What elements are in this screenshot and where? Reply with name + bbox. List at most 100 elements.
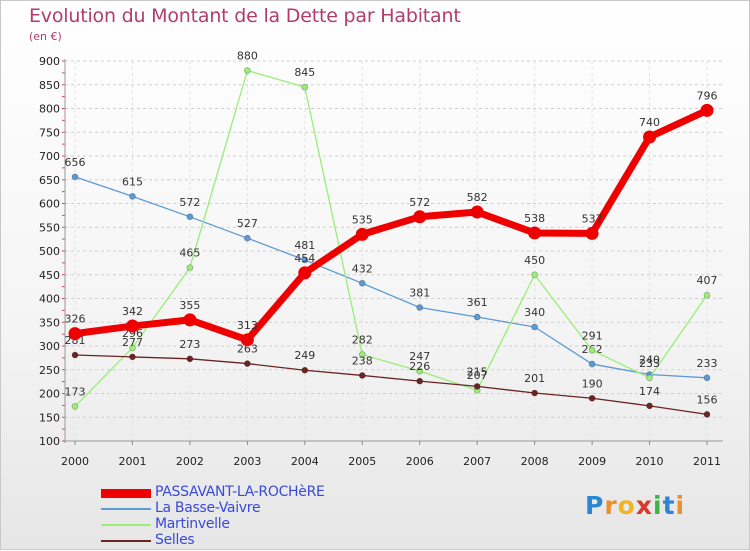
y-tick-label: 400	[39, 293, 60, 306]
data-label: 537	[582, 212, 603, 225]
y-tick-label: 900	[39, 55, 60, 68]
data-point	[416, 377, 424, 385]
data-label: 432	[352, 262, 373, 275]
data-point	[646, 374, 653, 382]
data-label: 226	[409, 360, 430, 373]
data-point	[473, 313, 481, 321]
data-point	[473, 383, 481, 390]
x-tick-label: 2004	[291, 455, 319, 468]
brand-logo: Proxiti	[585, 491, 685, 520]
x-tick-label: 2007	[463, 455, 491, 468]
data-label: 247	[409, 350, 430, 363]
data-point	[531, 389, 538, 397]
data-label: 340	[524, 306, 545, 319]
brand-letter: t	[662, 491, 676, 520]
unit-label: (en €)	[29, 30, 62, 43]
data-point	[588, 394, 596, 402]
data-label: 342	[122, 305, 143, 318]
data-point	[643, 130, 657, 144]
series-line	[74, 69, 708, 407]
data-label: 355	[179, 299, 200, 312]
y-tick-label: 800	[39, 103, 60, 116]
data-point	[413, 210, 427, 224]
data-point	[301, 83, 309, 91]
data-point	[358, 279, 366, 287]
data-point	[186, 213, 194, 221]
y-tick-label: 750	[39, 126, 60, 139]
data-label: 282	[352, 334, 373, 347]
data-point	[129, 193, 136, 200]
data-label: 273	[179, 338, 200, 351]
data-label: 450	[524, 254, 545, 267]
data-point	[240, 333, 254, 347]
data-point	[129, 344, 136, 352]
series-line	[74, 107, 709, 344]
data-point	[588, 346, 596, 354]
data-label: 656	[65, 156, 86, 169]
data-label: 215	[467, 365, 488, 378]
data-label: 880	[237, 50, 258, 63]
data-point	[528, 226, 542, 240]
data-label: 572	[409, 196, 430, 209]
data-point	[703, 291, 711, 299]
data-label: 240	[639, 354, 660, 367]
data-label: 527	[237, 217, 258, 230]
data-label: 207	[467, 369, 488, 382]
data-point	[301, 366, 309, 374]
data-point	[125, 319, 139, 333]
brand-letter: P	[585, 491, 605, 520]
brand-letter: r	[604, 491, 618, 520]
legend-swatch	[101, 540, 151, 542]
data-point	[186, 355, 194, 363]
data-point	[244, 360, 251, 367]
y-tick-label: 500	[39, 245, 60, 258]
data-label: 277	[122, 336, 143, 349]
brand-letter: i	[675, 491, 686, 520]
brand-letter: o	[617, 491, 636, 520]
data-label: 796	[697, 89, 718, 102]
data-point	[700, 103, 714, 117]
data-point	[703, 374, 711, 382]
data-label: 454	[294, 252, 315, 265]
y-tick-label: 200	[39, 388, 60, 401]
data-point	[298, 266, 312, 280]
data-label: 263	[237, 343, 258, 356]
x-tick-label: 2001	[118, 455, 146, 468]
x-tick-label: 2010	[636, 455, 664, 468]
legend-label: PASSAVANT-LA-ROCHèRE	[155, 484, 325, 500]
data-label: 361	[467, 296, 488, 309]
legend-label: Selles	[155, 532, 195, 548]
y-tick-label: 850	[39, 79, 60, 92]
data-point	[531, 323, 538, 331]
legend-swatch	[101, 508, 151, 510]
data-point	[186, 264, 194, 271]
x-tick-label: 2011	[693, 455, 721, 468]
data-point	[358, 351, 366, 358]
chart-title: Evolution du Montant de la Dette par Hab…	[29, 5, 461, 27]
y-tick-label: 700	[39, 150, 60, 163]
y-tick-label: 150	[39, 411, 60, 424]
y-tick-label: 600	[39, 198, 60, 211]
data-point	[416, 304, 424, 311]
x-tick-label: 2008	[521, 455, 549, 468]
data-label: 582	[467, 191, 488, 204]
series-line	[74, 176, 708, 379]
data-label: 190	[582, 377, 603, 390]
series-line	[74, 354, 708, 416]
data-point	[71, 351, 79, 359]
data-label: 615	[122, 175, 143, 188]
data-point	[244, 234, 251, 242]
y-tick-label: 450	[39, 269, 60, 282]
data-label: 845	[294, 66, 315, 79]
data-point	[129, 353, 136, 361]
y-tick-label: 300	[39, 340, 60, 353]
data-label: 572	[179, 196, 200, 209]
brand-letter: x	[635, 491, 653, 520]
data-label: 233	[697, 357, 718, 370]
brand-letter: i	[653, 491, 663, 520]
data-point	[588, 360, 596, 368]
x-tick-label: 2009	[578, 455, 606, 468]
legend-swatch	[101, 524, 151, 526]
data-point	[244, 67, 251, 74]
data-point	[585, 226, 599, 240]
